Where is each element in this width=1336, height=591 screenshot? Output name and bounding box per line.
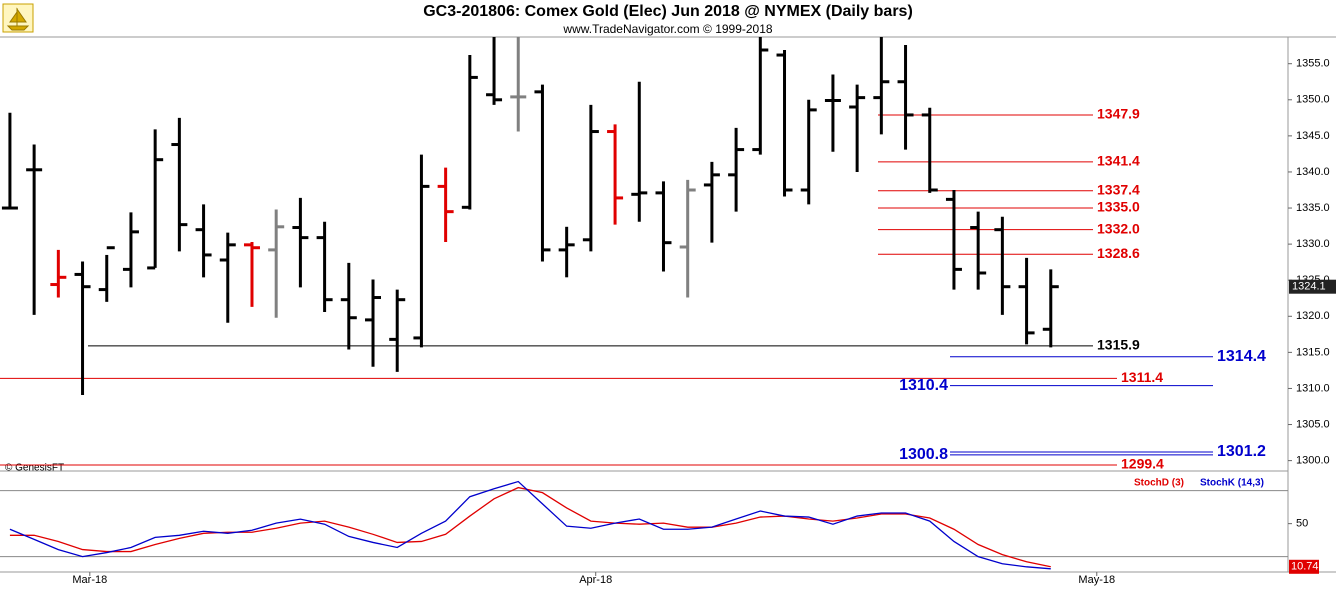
level-label: 1299.4	[1121, 456, 1164, 472]
logo	[2, 3, 34, 33]
level-label: 1300.8	[899, 446, 948, 463]
level-label: 1332.0	[1097, 220, 1140, 236]
y-tick-label: 1340.0	[1296, 166, 1330, 178]
y-tick-label: 1310.0	[1296, 382, 1330, 394]
indicator-line	[9, 486, 1051, 568]
last-price-box	[1289, 279, 1336, 294]
level-label: 1337.4	[1097, 181, 1140, 197]
level-label: 1315.9	[1097, 337, 1140, 353]
level-label: 1341.4	[1097, 153, 1140, 169]
level-label: 1335.0	[1097, 199, 1140, 215]
indicator-line	[9, 480, 1051, 570]
indicator-value-label: 10.74	[1291, 561, 1319, 573]
chart-subtitle: www.TradeNavigator.com © 1999-2018	[562, 22, 772, 36]
level-label: 1310.4	[899, 377, 948, 394]
chart-title: GC3-201806: Comex Gold (Elec) Jun 2018 @…	[423, 3, 913, 20]
y-tick-label: 1305.0	[1296, 418, 1330, 430]
y-tick-label: 1345.0	[1296, 130, 1330, 142]
level-label: 1311.4	[1121, 369, 1163, 385]
copyright: © GenesisFT	[5, 463, 64, 474]
level-label: 1301.2	[1217, 443, 1266, 460]
x-tick-label: Mar-18	[72, 574, 107, 586]
legend-entry: StochK (14,3)	[1200, 478, 1264, 489]
y-tick-label: 1330.0	[1296, 238, 1330, 250]
y-tick-label: 1300.0	[1296, 455, 1330, 467]
last-price-label: 1324.1	[1292, 281, 1326, 293]
level-label: 1314.4	[1217, 348, 1266, 365]
y-tick-label: 1355.0	[1296, 58, 1330, 70]
y2-tick-label: 50	[1296, 518, 1308, 530]
indicator-value-box	[1289, 559, 1319, 574]
level-label: 1328.6	[1097, 245, 1140, 261]
y-tick-label: 1335.0	[1296, 202, 1330, 214]
legend-entry: StochD (3)	[1134, 478, 1184, 489]
x-tick-label: May-18	[1078, 574, 1115, 586]
y-tick-label: 1315.0	[1296, 346, 1330, 358]
level-label: 1347.9	[1097, 106, 1140, 122]
y-tick-label: 1320.0	[1296, 310, 1330, 322]
y-tick-label: 1350.0	[1296, 94, 1330, 106]
x-tick-label: Apr-18	[579, 574, 612, 586]
